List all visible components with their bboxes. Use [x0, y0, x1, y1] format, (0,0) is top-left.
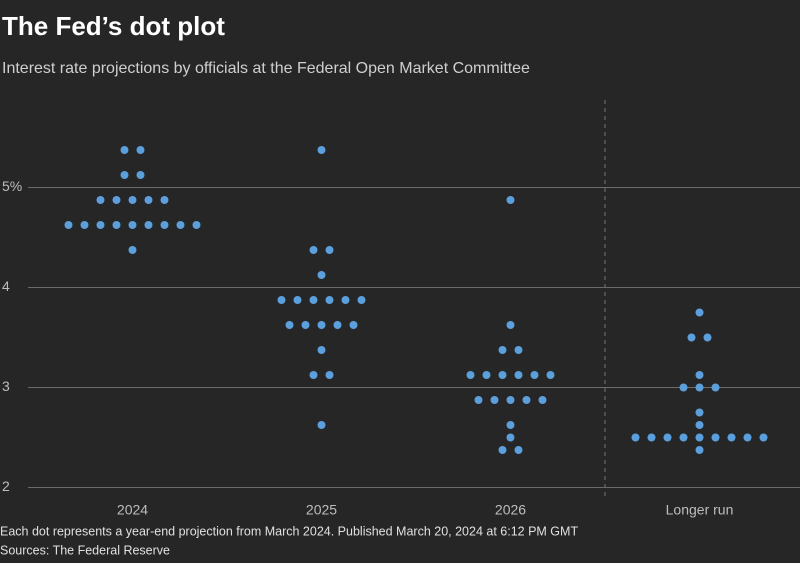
- dot: [514, 446, 523, 454]
- dot: [663, 433, 672, 442]
- y-tick-label: 4: [2, 278, 10, 294]
- dot: [357, 296, 366, 304]
- dot: [144, 221, 153, 229]
- dot: [506, 321, 515, 329]
- dot: [128, 246, 137, 254]
- y-tick-label: 3: [2, 378, 10, 394]
- note: Each dot represents a year-end projectio…: [0, 524, 578, 538]
- dot: [309, 371, 318, 379]
- dot: [176, 221, 185, 229]
- dot: [277, 296, 286, 304]
- dot: [120, 171, 129, 179]
- dot: [538, 396, 547, 404]
- x-tick-label: 2025: [306, 502, 337, 518]
- dot: [711, 433, 720, 442]
- dot: [647, 433, 656, 442]
- dot: [506, 396, 515, 404]
- dot: [192, 221, 201, 229]
- dot: [349, 321, 358, 329]
- x-tick-label: 2026: [495, 502, 526, 518]
- dot: [317, 421, 326, 429]
- dot: [293, 296, 302, 304]
- dot: [136, 146, 145, 154]
- y-tick-label: 2: [2, 478, 10, 494]
- dot: [317, 346, 326, 354]
- dot: [80, 221, 89, 229]
- chart-subtitle: Interest rate projections by officials a…: [2, 60, 530, 77]
- dot: [285, 321, 294, 329]
- dot: [743, 433, 752, 442]
- dot: [695, 308, 704, 317]
- dot: [514, 371, 523, 379]
- dot: [96, 196, 105, 204]
- dot: [144, 196, 153, 204]
- dot: [128, 221, 137, 229]
- dot: [679, 383, 688, 392]
- dot: [309, 296, 318, 304]
- dot: [112, 196, 121, 204]
- x-tick-label: 2024: [117, 502, 148, 518]
- dot: [498, 346, 507, 354]
- dot: [474, 396, 483, 404]
- dot: [317, 321, 326, 329]
- dot: [506, 421, 515, 429]
- dot: [490, 396, 499, 404]
- dot: [530, 371, 539, 379]
- dot: [325, 296, 334, 304]
- dot: [695, 383, 704, 392]
- dot: [325, 371, 334, 379]
- dot: [112, 221, 121, 229]
- dot: [703, 333, 712, 342]
- dot: [687, 333, 696, 342]
- dot: [695, 408, 704, 417]
- dot: [514, 346, 523, 354]
- dot: [333, 321, 342, 329]
- dot: [631, 433, 640, 442]
- dot: [160, 221, 169, 229]
- dot: [325, 246, 334, 254]
- dot: [128, 196, 137, 204]
- dot: [695, 433, 704, 442]
- dot: [120, 146, 129, 154]
- dot: [136, 171, 145, 179]
- dot: [695, 421, 704, 429]
- dot: [498, 371, 507, 379]
- dot: [482, 371, 491, 379]
- dot: [301, 321, 310, 329]
- dot: [317, 271, 326, 279]
- dot: [160, 196, 169, 204]
- dot: [341, 296, 350, 304]
- dot: [695, 446, 704, 454]
- dot: [522, 396, 531, 404]
- dot: [317, 146, 326, 154]
- y-tick-label: 5%: [2, 178, 22, 194]
- dot: [96, 221, 105, 229]
- dot: [546, 371, 555, 379]
- dot: [506, 433, 515, 442]
- dot: [498, 446, 507, 454]
- dot: [759, 433, 768, 442]
- source: Sources: The Federal Reserve: [0, 543, 170, 557]
- dot: [64, 221, 73, 229]
- dot: [309, 246, 318, 254]
- dot: [466, 371, 475, 379]
- dot: [679, 433, 688, 442]
- chart-title: The Fed’s dot plot: [2, 11, 225, 41]
- dot: [695, 371, 704, 379]
- dot: [727, 433, 736, 442]
- dot: [711, 383, 720, 392]
- dot: [506, 196, 515, 204]
- x-tick-label: Longer run: [666, 502, 734, 518]
